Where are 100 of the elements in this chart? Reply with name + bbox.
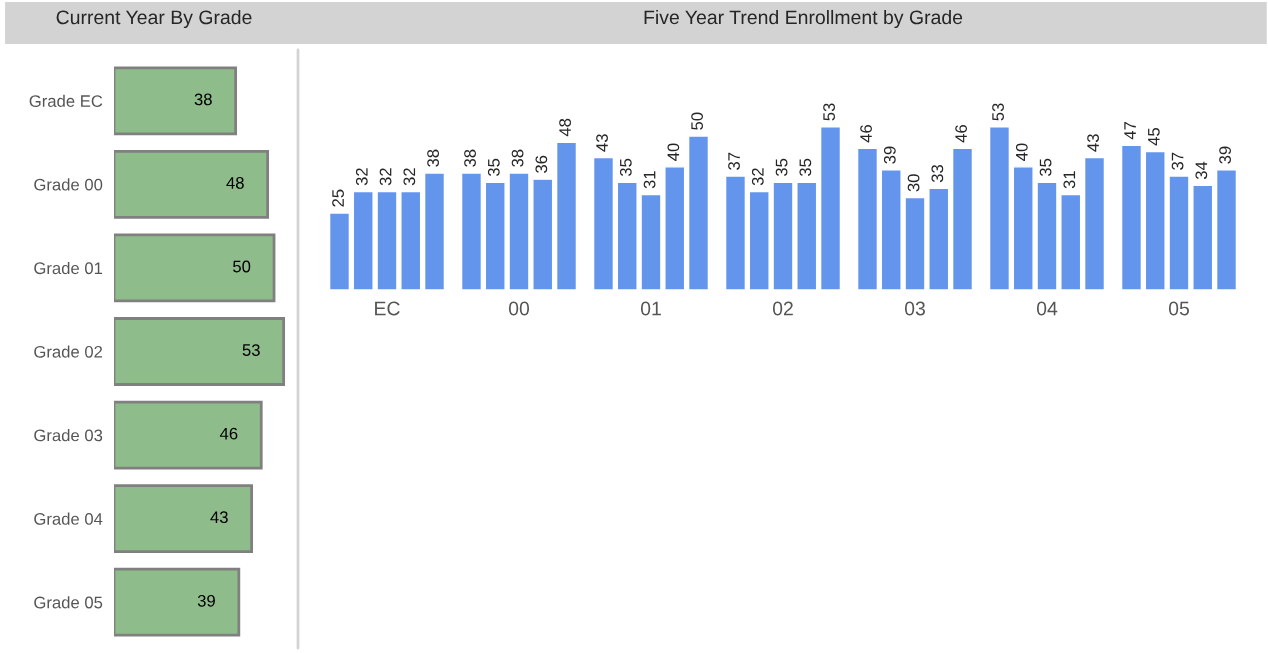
data-label: 31 bbox=[1063, 171, 1076, 189]
data-label: 40 bbox=[1015, 143, 1028, 161]
data-label: 33 bbox=[931, 165, 944, 183]
data-label: 38 bbox=[511, 149, 524, 167]
chart-title: Current Year By Grade bbox=[56, 9, 252, 29]
x-tick-label: 01 bbox=[640, 301, 661, 316]
bar bbox=[880, 169, 902, 290]
bar bbox=[724, 175, 747, 290]
data-label: 32 bbox=[355, 168, 368, 186]
x-tick-label: 00 bbox=[508, 301, 530, 316]
data-label: 38 bbox=[427, 149, 439, 167]
x-tick-label: 03 bbox=[904, 301, 925, 316]
chart-title: Five Year Trend Enrollment by Grade bbox=[644, 9, 963, 29]
bar bbox=[114, 233, 276, 303]
bar bbox=[1083, 156, 1106, 290]
data-label: 40 bbox=[667, 143, 680, 161]
bar bbox=[114, 567, 241, 637]
bar bbox=[951, 147, 974, 290]
bar bbox=[748, 190, 770, 290]
data-label: 50 bbox=[233, 260, 251, 273]
bar bbox=[1168, 175, 1190, 290]
y-tick-label: Grade EC bbox=[29, 94, 103, 107]
bar bbox=[1120, 144, 1143, 290]
data-label: 31 bbox=[643, 171, 656, 189]
bar bbox=[904, 196, 926, 290]
bar bbox=[460, 172, 483, 290]
bar bbox=[1192, 184, 1214, 290]
data-label: 25 bbox=[332, 189, 344, 207]
bar bbox=[640, 193, 662, 290]
data-label: 32 bbox=[403, 168, 416, 186]
data-label: 43 bbox=[596, 134, 608, 152]
data-label: 34 bbox=[1195, 161, 1208, 180]
data-label: 53 bbox=[992, 103, 1004, 121]
bar bbox=[352, 190, 374, 290]
bar bbox=[1012, 166, 1034, 290]
bar bbox=[928, 187, 950, 290]
x-tick-label: 05 bbox=[1168, 301, 1189, 316]
data-label: 30 bbox=[907, 174, 920, 192]
data-label: 46 bbox=[219, 427, 238, 440]
data-label: 35 bbox=[799, 158, 812, 177]
data-label: 35 bbox=[775, 158, 788, 177]
data-label: 53 bbox=[823, 103, 835, 121]
bar bbox=[114, 400, 263, 470]
bar bbox=[508, 172, 530, 290]
y-tick-label: Grade 02 bbox=[34, 345, 103, 358]
data-label: 37 bbox=[728, 152, 740, 170]
bar bbox=[532, 178, 554, 290]
bar bbox=[592, 156, 615, 290]
data-label: 32 bbox=[751, 168, 764, 186]
data-label: 38 bbox=[464, 149, 476, 167]
y-tick-label: Grade 01 bbox=[34, 261, 103, 275]
x-tick-label: EC bbox=[375, 301, 400, 316]
data-label: 36 bbox=[535, 155, 548, 173]
x-tick-label: 04 bbox=[1036, 301, 1058, 316]
x-tick-label: 02 bbox=[772, 301, 793, 316]
bar bbox=[796, 181, 818, 290]
y-tick-label: Grade 00 bbox=[34, 178, 103, 191]
data-label: 43 bbox=[1087, 134, 1099, 152]
bar bbox=[664, 166, 686, 290]
bar bbox=[856, 147, 879, 290]
y-tick-label: Grade 03 bbox=[34, 429, 103, 442]
data-label: 32 bbox=[379, 168, 392, 186]
data-label: 39 bbox=[883, 146, 896, 164]
data-label: 39 bbox=[1219, 146, 1231, 164]
bar bbox=[114, 149, 270, 219]
bar bbox=[484, 181, 506, 290]
data-label: 43 bbox=[210, 511, 228, 524]
data-label: 53 bbox=[242, 344, 260, 356]
bar bbox=[423, 172, 446, 290]
bar bbox=[616, 181, 638, 290]
bar bbox=[400, 190, 422, 290]
data-label: 37 bbox=[1171, 152, 1184, 170]
bar bbox=[687, 135, 710, 290]
y-tick-label: Grade 05 bbox=[34, 596, 103, 609]
data-label: 46 bbox=[955, 124, 967, 143]
bar bbox=[772, 181, 794, 290]
bar bbox=[1060, 193, 1082, 290]
bar bbox=[819, 126, 842, 290]
data-label: 48 bbox=[559, 118, 571, 137]
data-label: 45 bbox=[1148, 128, 1160, 146]
bar bbox=[555, 141, 578, 290]
data-label: 38 bbox=[194, 93, 212, 106]
data-label: 35 bbox=[619, 158, 632, 177]
bar bbox=[988, 126, 1011, 290]
bar bbox=[376, 190, 398, 290]
bar bbox=[1144, 150, 1166, 290]
data-label: 46 bbox=[860, 124, 872, 143]
bar bbox=[114, 317, 286, 386]
bar bbox=[1215, 169, 1238, 290]
bar bbox=[114, 484, 254, 554]
bar bbox=[114, 66, 238, 136]
data-label: 35 bbox=[487, 158, 500, 177]
data-label: 50 bbox=[691, 112, 703, 130]
y-tick-label: Grade 04 bbox=[34, 512, 103, 525]
bar bbox=[328, 212, 351, 290]
data-label: 47 bbox=[1124, 122, 1136, 140]
data-label: 39 bbox=[197, 594, 215, 607]
data-label: 35 bbox=[1039, 158, 1052, 177]
data-label: 48 bbox=[226, 177, 244, 189]
bar bbox=[1036, 181, 1058, 290]
